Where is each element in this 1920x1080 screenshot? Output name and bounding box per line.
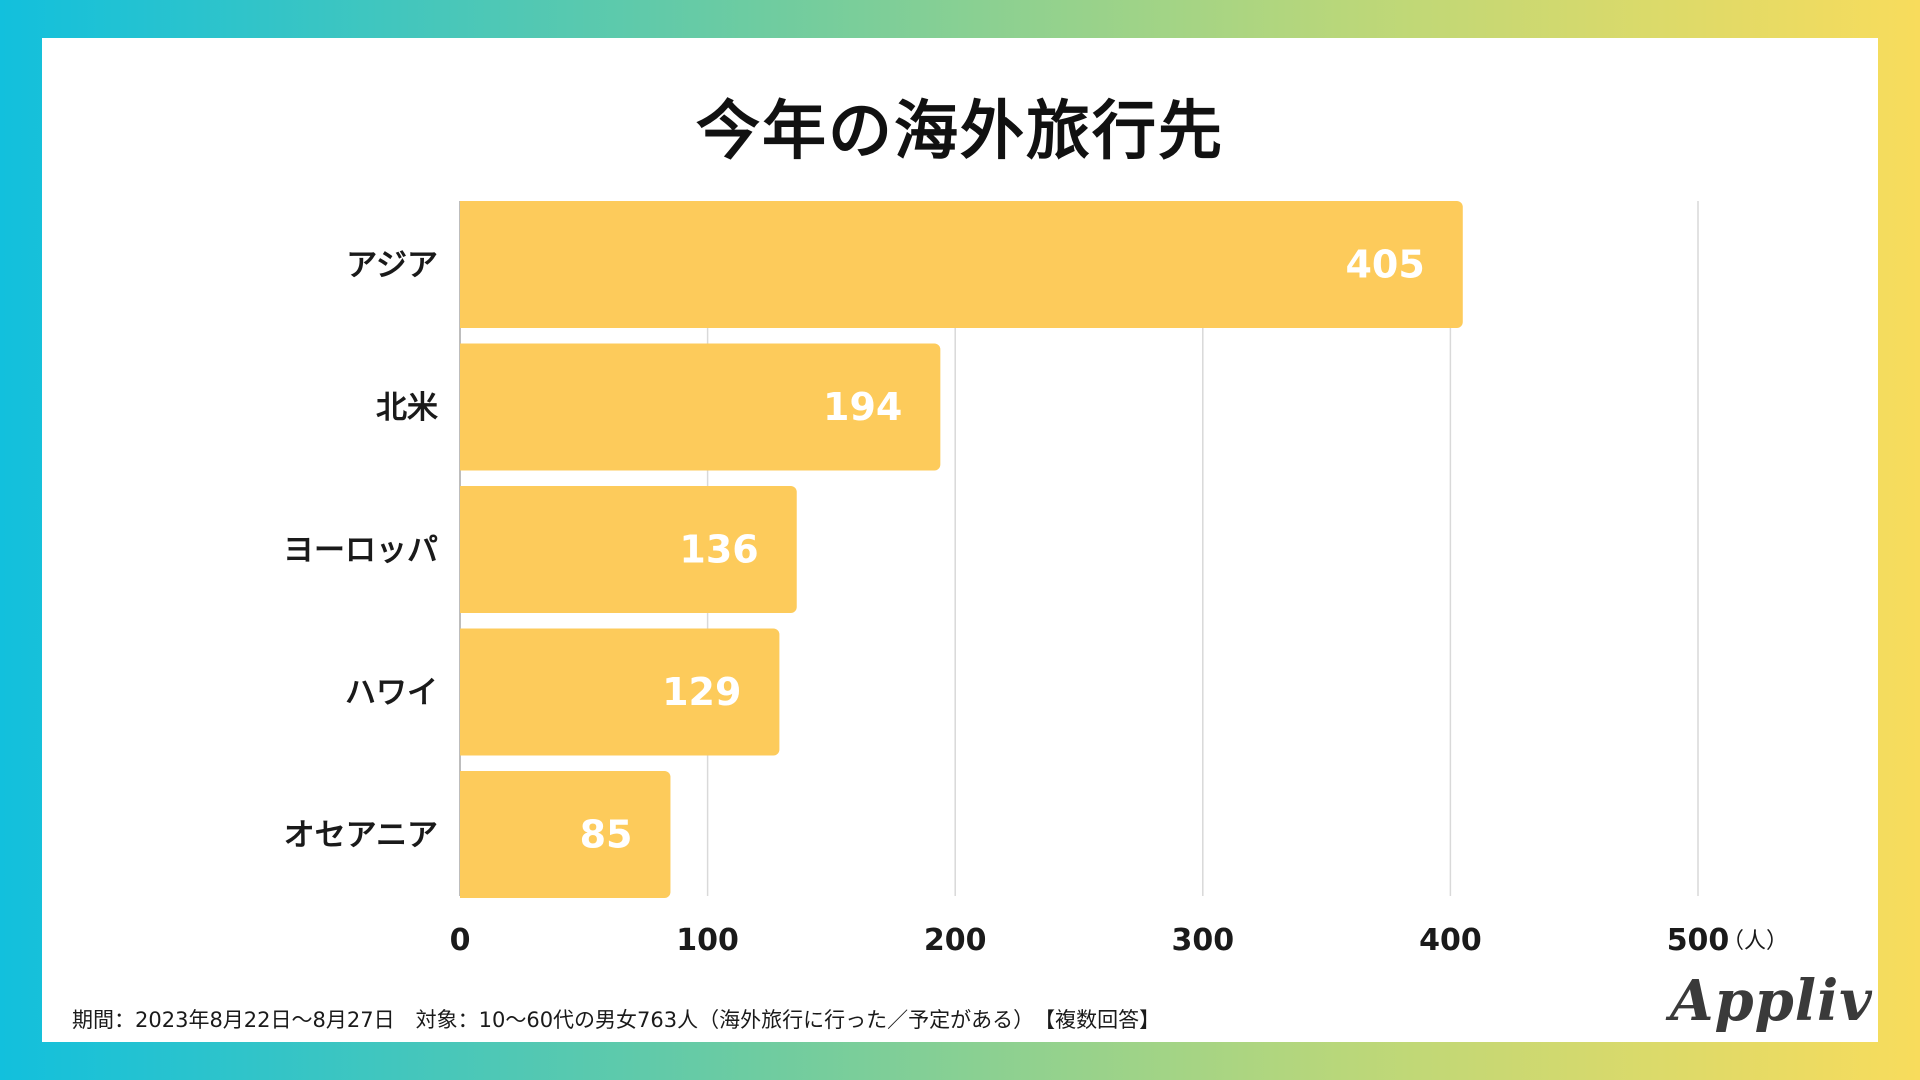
category-label: アジア [346, 248, 438, 284]
unit-label: （人） [1722, 929, 1788, 954]
bar [460, 771, 671, 898]
bar [460, 486, 797, 613]
value-label: 129 [662, 670, 741, 714]
value-label: 85 [580, 813, 633, 857]
footnote: 期間：2023年8月22日～8月27日 対象：10～60代の男女763人（海外旅… [72, 1008, 1161, 1032]
x-tick-label: 400 [1419, 923, 1482, 958]
x-tick-label: 500 [1667, 923, 1730, 958]
value-labels: 405 194 136 129 85 [580, 243, 1425, 857]
chart-title: 今年の海外旅行先 [696, 95, 1224, 169]
bars [460, 201, 1463, 898]
category-label: ヨーロッパ [283, 533, 438, 569]
bar [460, 343, 941, 471]
bar [460, 201, 1463, 328]
bar [460, 628, 780, 756]
x-tick-label: 0 [450, 923, 471, 958]
category-label: オセアニア [284, 818, 438, 854]
category-label: 北米 [376, 390, 438, 426]
x-tick-label: 200 [924, 923, 987, 958]
x-tick-label: 100 [676, 923, 739, 958]
value-label: 194 [823, 385, 902, 429]
bar-left-edge [460, 771, 468, 898]
chart-card: 今年の海外旅行先 アジア北米ヨーロッパハワイオセアニア 405 194 136 129… [42, 38, 1878, 1042]
value-label: 405 [1345, 243, 1424, 287]
bar-left-edge [460, 201, 468, 328]
value-label: 136 [679, 528, 758, 572]
category-label: ハワイ [345, 675, 438, 711]
bar-left-edge [460, 486, 468, 613]
x-axis-ticks: 0 100 200 300 400 500（人） [450, 923, 1788, 958]
bar-left-edge [460, 343, 468, 471]
bar-left-edge [460, 628, 468, 756]
applive-logo: Appliv [1670, 968, 1873, 1034]
x-tick-label: 300 [1171, 923, 1234, 958]
